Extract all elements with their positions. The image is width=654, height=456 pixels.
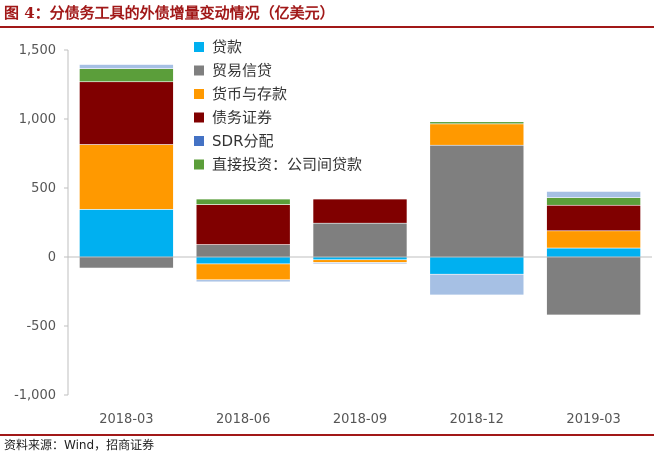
legend-label: SDR分配 (212, 132, 274, 150)
legend-swatch (194, 65, 204, 76)
bar-segment (546, 191, 641, 198)
bar-segment (79, 64, 174, 69)
bar-segment (79, 81, 174, 145)
x-tick-label: 2019-03 (566, 412, 620, 427)
bar-segment (195, 204, 291, 245)
legend-swatch (194, 89, 204, 99)
legend-label: 贷款 (212, 38, 242, 56)
bar-segment (546, 204, 641, 232)
legend-label: 直接投资：公司间贷款 (212, 156, 362, 174)
bar-segment (195, 256, 291, 265)
legend-swatch (194, 42, 204, 52)
x-tick-label: 2018-03 (99, 412, 153, 427)
bar-segment (546, 247, 641, 258)
legend-label: 货币与存款 (212, 85, 287, 103)
y-tick-label: 1,000 (19, 112, 56, 127)
bar-segment (195, 263, 291, 281)
bar-segment (79, 256, 174, 269)
bar-segment (429, 144, 525, 258)
bar-segment (312, 222, 408, 258)
legend-swatch (194, 159, 204, 170)
bar-segment (79, 68, 174, 83)
y-tick-label: 1,500 (19, 43, 56, 58)
y-axis: 1,500 1,000 500 0 -500 -1,000 (14, 43, 69, 403)
bar-segment (546, 256, 641, 316)
y-tick-label: 500 (31, 181, 56, 196)
bar-segment (312, 259, 408, 263)
source-note: 资料来源：Wind，招商证券 (0, 434, 654, 456)
bar-segment (429, 256, 525, 275)
bar-series (79, 64, 641, 316)
x-tick-label: 2018-09 (333, 412, 387, 427)
y-tick-label: -1,000 (14, 388, 56, 403)
legend-label: 贸易信贷 (212, 62, 272, 80)
bar-segment (312, 262, 408, 265)
legend-swatch (194, 136, 204, 146)
bar-segment (429, 121, 525, 125)
legend-swatch (194, 112, 204, 123)
bar-segment (79, 144, 174, 210)
bar-segment (546, 197, 641, 206)
chart-title: 图 4：分债务工具的外债增量变动情况（亿美元） (0, 0, 654, 28)
bar-segment (546, 230, 641, 249)
bar-segment (195, 279, 291, 283)
bar-segment (429, 123, 525, 146)
legend-label: 债务证券 (212, 109, 272, 127)
x-tick-label: 2018-06 (216, 412, 270, 427)
x-axis: 2018-03 2018-06 2018-09 2018-12 2019-03 (68, 256, 652, 427)
bar-segment (429, 273, 525, 296)
y-tick-label: 0 (48, 250, 56, 265)
bar-segment (195, 244, 291, 258)
bar-segment (195, 198, 291, 205)
bar-segment (79, 209, 174, 258)
bar-segment (312, 198, 408, 224)
y-tick-label: -500 (26, 319, 56, 334)
x-tick-label: 2018-12 (450, 412, 504, 427)
